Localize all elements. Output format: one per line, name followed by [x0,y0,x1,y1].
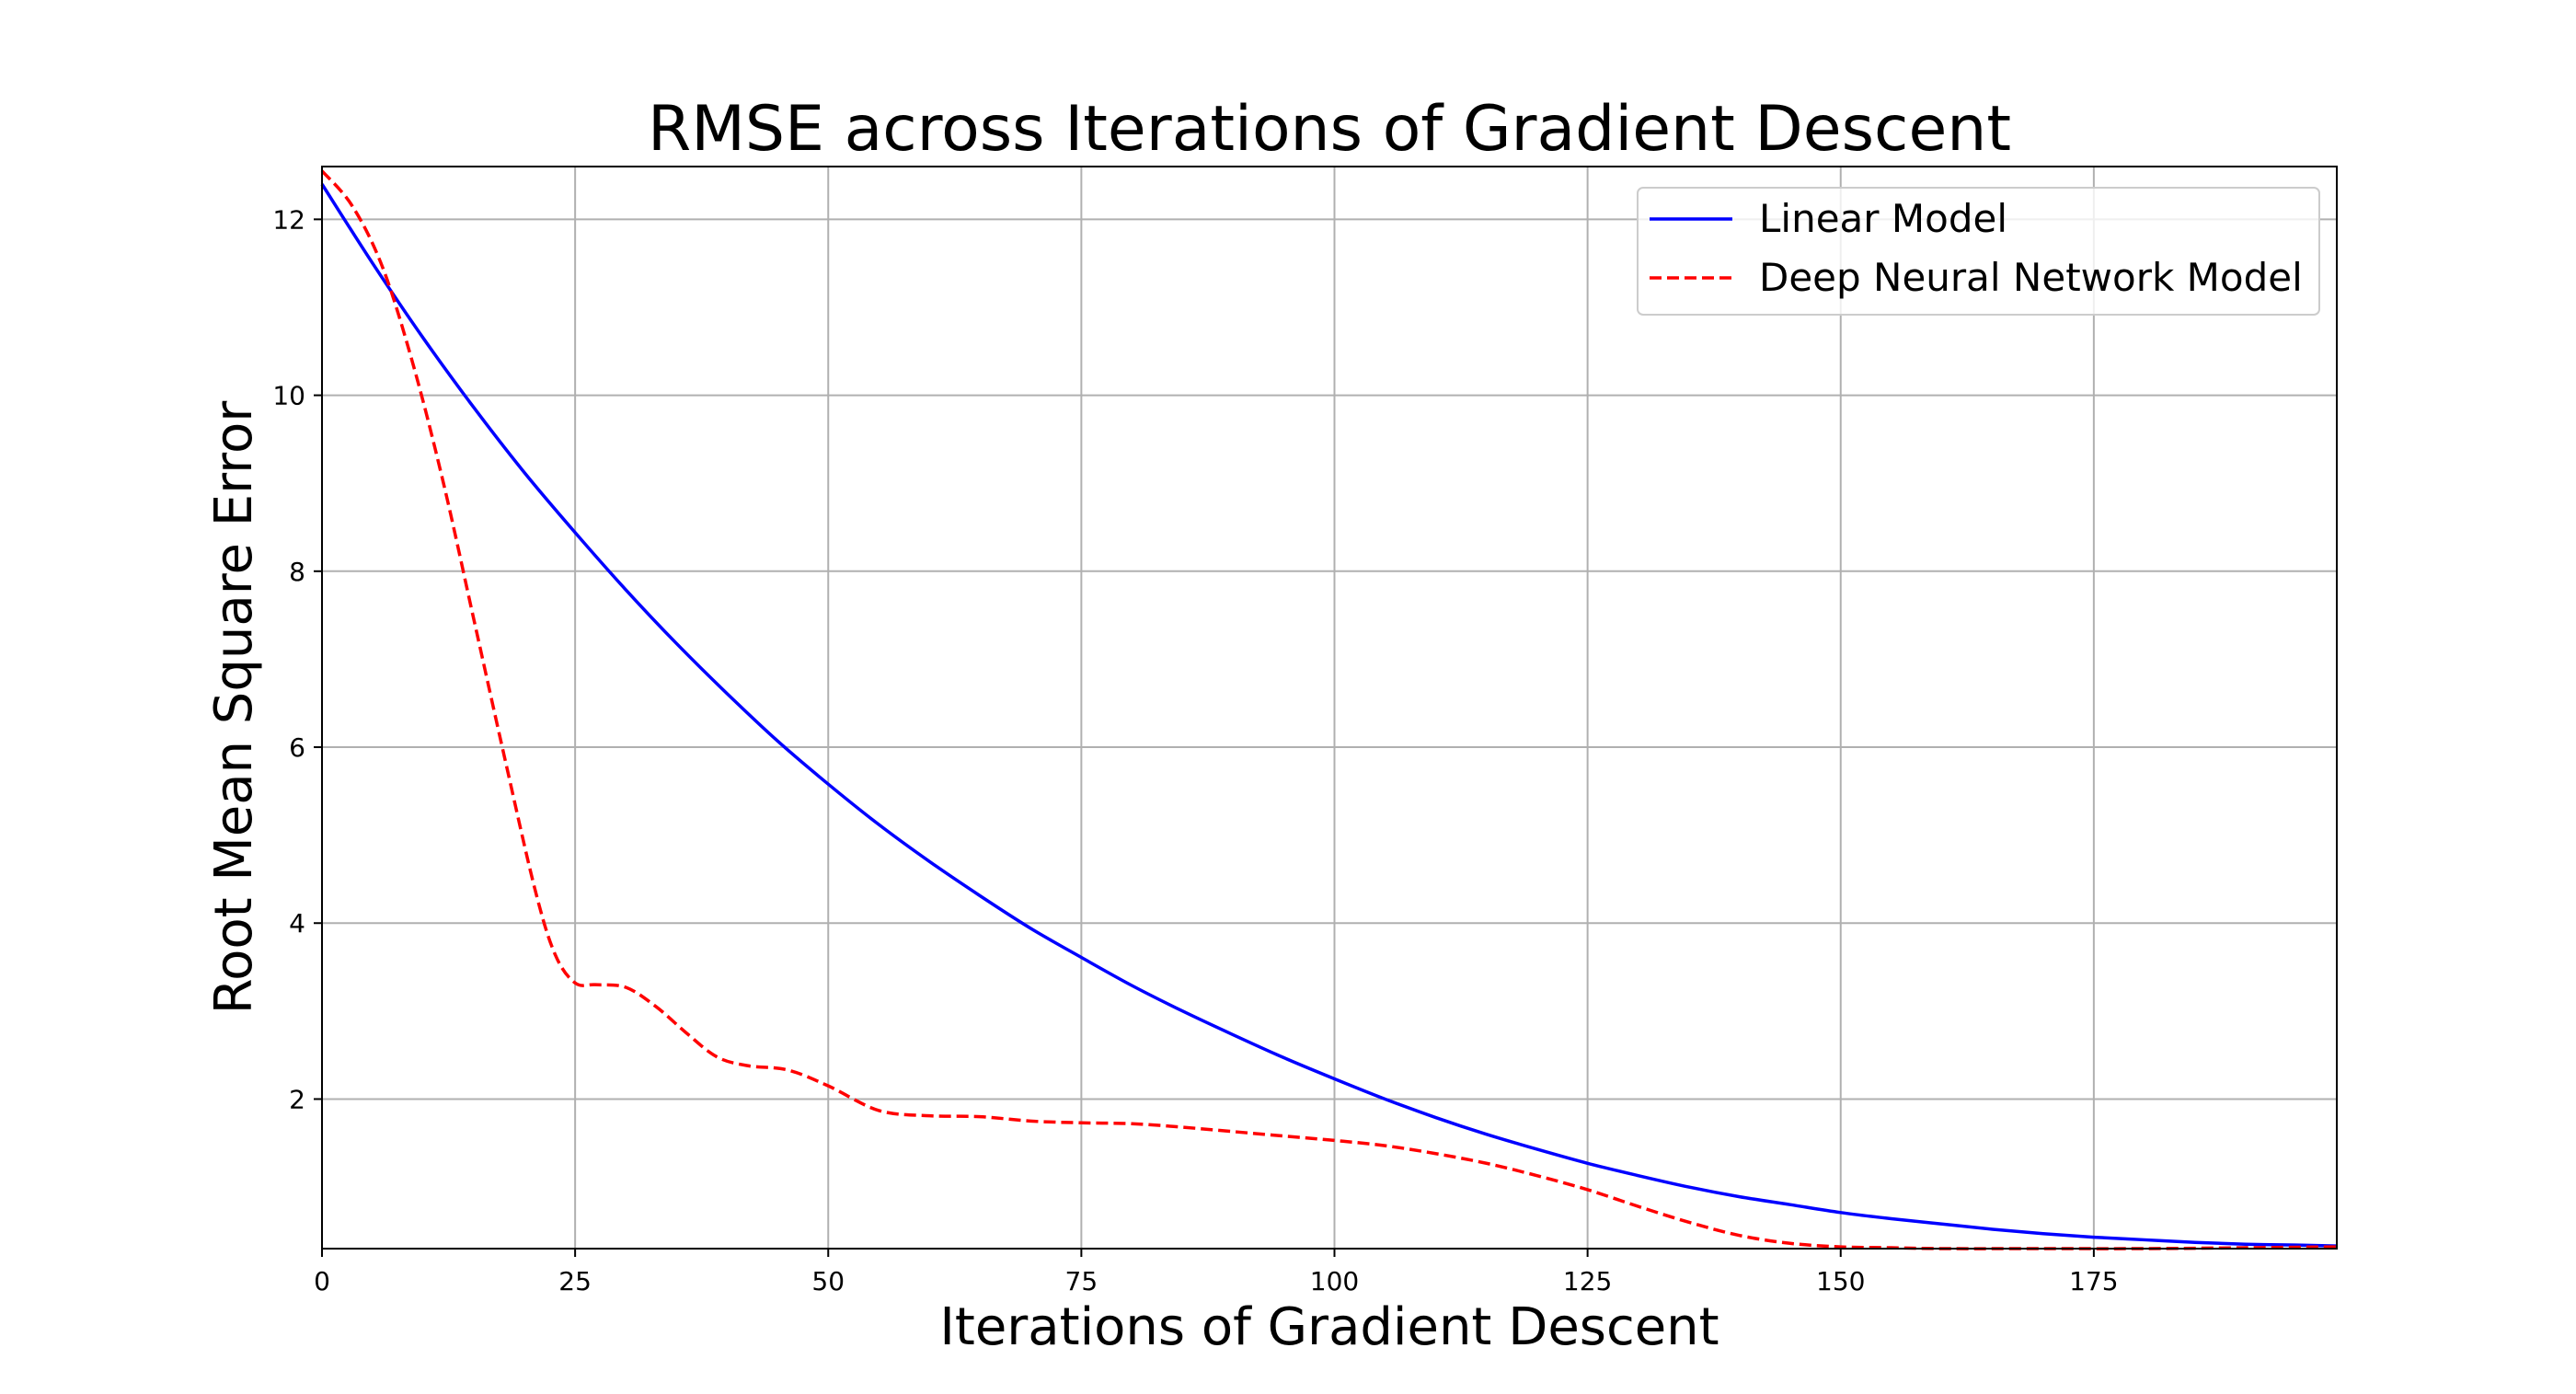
x-tick-label: 125 [1563,1266,1612,1296]
x-tick-label: 75 [1065,1266,1098,1296]
x-axis-label: Iterations of Gradient Descent [939,1297,1719,1357]
x-tick-label: 100 [1310,1266,1359,1296]
x-tick-label: 175 [2069,1266,2118,1296]
legend: Linear Model Deep Neural Network Model [1637,187,2320,316]
series-line-deep-neural-network-model [320,169,2338,1250]
axis-ticks: 0 25 50 75 100 125 150 175 2 4 6 8 10 12 [272,204,2118,1296]
y-tick-label: 2 [289,1084,305,1114]
y-tick-label: 8 [289,557,305,587]
x-tick-label: 25 [558,1266,592,1296]
x-tick-label: 150 [1816,1266,1865,1296]
x-tick-label: 50 [811,1266,845,1296]
series-lines [320,169,2338,1250]
plot-frame [321,166,2338,1250]
legend-box [1637,187,2320,316]
grid-lines [322,167,2337,1249]
legend-label-linear-model: Linear Model [1759,196,2007,241]
series-line-linear-model [320,183,2338,1248]
y-tick-label: 6 [289,732,305,763]
y-tick-label: 12 [272,204,305,235]
x-tick-label: 0 [314,1266,330,1296]
chart-title: RMSE across Iterations of Gradient Desce… [648,93,2011,166]
legend-label-deep-neural-network-model: Deep Neural Network Model [1759,255,2303,300]
y-tick-label: 10 [272,381,305,411]
y-axis-label: Root Mean Square Error [204,400,264,1014]
y-tick-label: 4 [289,908,305,939]
